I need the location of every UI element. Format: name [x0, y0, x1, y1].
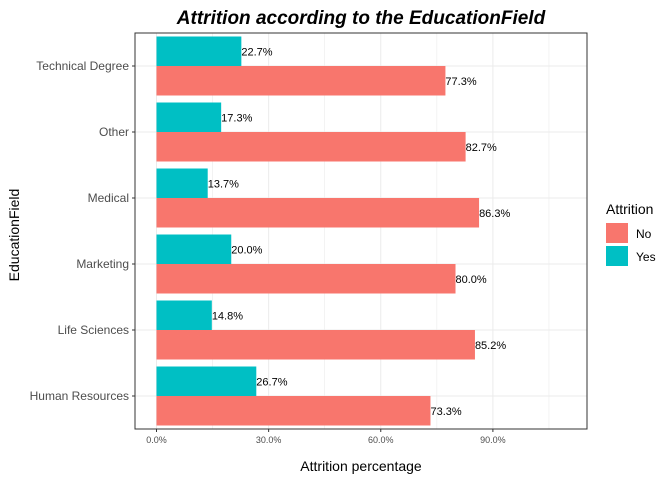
y-tick-label: Life Sciences	[58, 323, 129, 337]
x-axis-title: Attrition percentage	[300, 458, 422, 474]
bar-no	[156, 132, 466, 162]
plot-panel	[135, 33, 587, 429]
y-tick-label: Medical	[88, 191, 129, 205]
data-label: 82.7%	[466, 142, 497, 154]
legend-label-no: No	[636, 227, 652, 241]
legend-title: Attrition	[606, 201, 653, 217]
bar-yes	[156, 300, 212, 330]
data-label: 85.2%	[475, 340, 506, 352]
x-tick-label: 90.0%	[480, 435, 506, 445]
bar-no	[156, 330, 475, 360]
legend: Attrition No Yes	[606, 201, 656, 266]
bar-yes	[156, 234, 232, 264]
y-tick-label: Technical Degree	[36, 59, 129, 73]
data-label: 22.7%	[241, 46, 272, 58]
bar-yes	[156, 168, 208, 198]
y-tick-label: Marketing	[76, 257, 129, 271]
bar-yes	[156, 102, 222, 132]
data-label: 17.3%	[221, 112, 252, 124]
data-label: 77.3%	[445, 76, 476, 88]
chart-title: Attrition according to the EducationFiel…	[176, 8, 546, 29]
bar-no	[156, 396, 431, 426]
plot-border	[134, 32, 588, 430]
bar-yes	[156, 366, 257, 396]
legend-swatch-yes	[606, 246, 628, 266]
data-label: 20.0%	[231, 244, 262, 256]
bar-yes	[156, 36, 242, 66]
data-label: 86.3%	[479, 208, 510, 220]
y-tick-label: Human Resources	[30, 389, 129, 403]
data-label: 80.0%	[456, 274, 487, 286]
data-label: 14.8%	[212, 310, 243, 322]
legend-swatch-no	[606, 223, 628, 243]
bar-no	[156, 198, 480, 228]
y-axis-title: EducationField	[6, 189, 22, 282]
y-tick-label: Other	[99, 125, 129, 139]
x-tick-label: 60.0%	[368, 435, 394, 445]
data-label: 73.3%	[430, 406, 461, 418]
bar-no	[156, 66, 446, 96]
x-tick-label: 30.0%	[256, 435, 282, 445]
x-tick-label: 0.0%	[146, 435, 167, 445]
data-label: 26.7%	[256, 376, 287, 388]
bar-no	[156, 264, 456, 294]
legend-label-yes: Yes	[636, 250, 656, 264]
data-label: 13.7%	[208, 178, 239, 190]
